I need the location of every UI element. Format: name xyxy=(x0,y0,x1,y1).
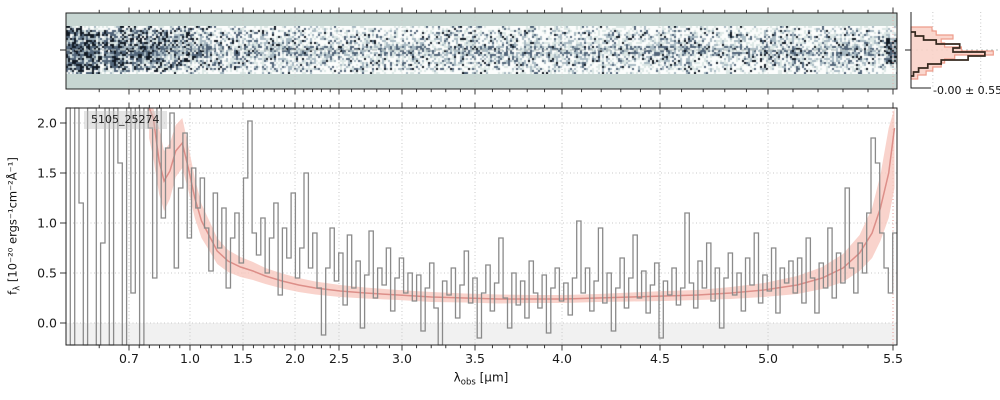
svg-text:0.5: 0.5 xyxy=(37,265,57,280)
source-id-label: 5105_25274 xyxy=(84,111,167,129)
svg-text:1.0: 1.0 xyxy=(180,351,200,366)
svg-text:5.5: 5.5 xyxy=(883,351,903,366)
observed-spectrum-line xyxy=(66,107,897,346)
svg-text:3.5: 3.5 xyxy=(465,351,485,366)
svg-text:2.0: 2.0 xyxy=(37,115,57,130)
svg-text:4.0: 4.0 xyxy=(552,351,572,366)
model-error-band xyxy=(149,108,895,304)
svg-text:0.0: 0.0 xyxy=(37,315,57,330)
svg-text:0.7: 0.7 xyxy=(119,351,139,366)
svg-text:2.0: 2.0 xyxy=(285,351,305,366)
svg-text:1.5: 1.5 xyxy=(37,165,57,180)
svg-text:1.5: 1.5 xyxy=(233,351,253,366)
data-residual-histogram xyxy=(911,31,986,77)
y-axis-label: fλ [10⁻²⁰ ergs⁻¹cm⁻²Å⁻¹] xyxy=(5,157,23,295)
svg-text:3.0: 3.0 xyxy=(392,351,412,366)
svg-text:1.0: 1.0 xyxy=(37,215,57,230)
svg-text:4.5: 4.5 xyxy=(650,351,670,366)
svg-text:5.0: 5.0 xyxy=(758,351,778,366)
x-axis-label: λobs [μm] xyxy=(453,370,509,388)
svg-text:2.5: 2.5 xyxy=(329,351,349,366)
model-residual-histogram xyxy=(910,26,994,80)
residual-stats-label: -0.00 ± 0.55 xyxy=(933,84,1000,97)
